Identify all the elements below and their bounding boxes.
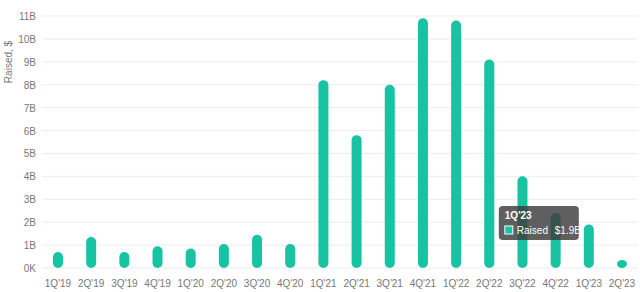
bar <box>385 85 395 268</box>
x-tick-label: 4Q'22 <box>542 278 569 289</box>
x-tick-label: 1Q'22 <box>443 278 470 289</box>
x-tick-label: 3Q'21 <box>377 278 404 289</box>
bar <box>186 249 196 268</box>
tooltip-value: $1.9B <box>555 225 581 236</box>
y-tick-label: 0K <box>24 263 37 274</box>
bar <box>86 237 96 268</box>
tooltip: 1Q'23 Raised $1.9B <box>499 206 581 240</box>
bar <box>484 60 494 268</box>
grid-line <box>42 16 638 17</box>
grid-line <box>42 107 638 108</box>
x-tick-label: 3Q'22 <box>509 278 536 289</box>
x-tick-label: 1Q'19 <box>45 278 72 289</box>
x-tick-label: 2Q'22 <box>476 278 503 289</box>
grid-line <box>42 268 638 269</box>
y-tick-label: 10B <box>18 34 36 45</box>
grid-line <box>42 176 638 177</box>
chart-container: 0K 1B 2B 3B 4B 5B 6B 7B 8B 9B 10B 11B Raised, $ 1Q'19… <box>0 0 640 292</box>
y-axis-label: Raised, $ <box>3 40 14 83</box>
grid-line <box>42 61 638 62</box>
bar <box>617 260 627 268</box>
bar <box>285 244 295 268</box>
bar <box>352 135 362 268</box>
x-tick-label: 2Q'19 <box>78 278 105 289</box>
chart-svg: 0K 1B 2B 3B 4B 5B 6B 7B 8B 9B 10B 11B Raised, $ 1Q'19… <box>0 0 640 292</box>
bar <box>418 18 428 268</box>
x-tick-label: 4Q'20 <box>277 278 304 289</box>
y-tick-label: 4B <box>24 171 37 182</box>
y-tick-label: 6B <box>24 126 37 137</box>
y-tick-label: 8B <box>24 80 37 91</box>
x-tick-label: 4Q'19 <box>144 278 171 289</box>
tooltip-label: Raised <box>517 225 548 236</box>
grid-line <box>42 84 638 85</box>
tooltip-swatch <box>505 226 513 234</box>
y-tick-label: 7B <box>24 103 37 114</box>
bar <box>153 246 163 268</box>
x-tick-label: 1Q'20 <box>178 278 205 289</box>
x-tick-label: 2Q'21 <box>343 278 370 289</box>
x-tick-label: 4Q'21 <box>410 278 437 289</box>
grid-line <box>42 38 638 39</box>
x-tick-label: 3Q'19 <box>111 278 138 289</box>
grid-line <box>42 130 638 131</box>
grid-line <box>42 199 638 200</box>
x-tick-label: 2Q'23 <box>609 278 636 289</box>
bars <box>53 18 627 268</box>
y-tick-label: 5B <box>24 148 37 159</box>
y-tick-label: 2B <box>24 217 37 228</box>
x-tick-label: 1Q'21 <box>310 278 337 289</box>
bar <box>119 252 129 268</box>
grid-line <box>42 245 638 246</box>
bar <box>584 224 594 268</box>
bar <box>451 21 461 268</box>
y-tick-label: 3B <box>24 194 37 205</box>
y-tick-label: 1B <box>24 240 37 251</box>
bar <box>219 244 229 268</box>
x-tick-label: 1Q'23 <box>576 278 603 289</box>
x-tick-label: 2Q'20 <box>211 278 238 289</box>
tooltip-title: 1Q'23 <box>505 210 532 221</box>
bar <box>318 80 328 268</box>
y-tick-label: 9B <box>24 57 37 68</box>
x-tick-label: 3Q'20 <box>244 278 271 289</box>
bar <box>252 235 262 268</box>
y-tick-label: 11B <box>19 11 36 22</box>
grid-line <box>42 153 638 154</box>
bar <box>53 252 63 268</box>
